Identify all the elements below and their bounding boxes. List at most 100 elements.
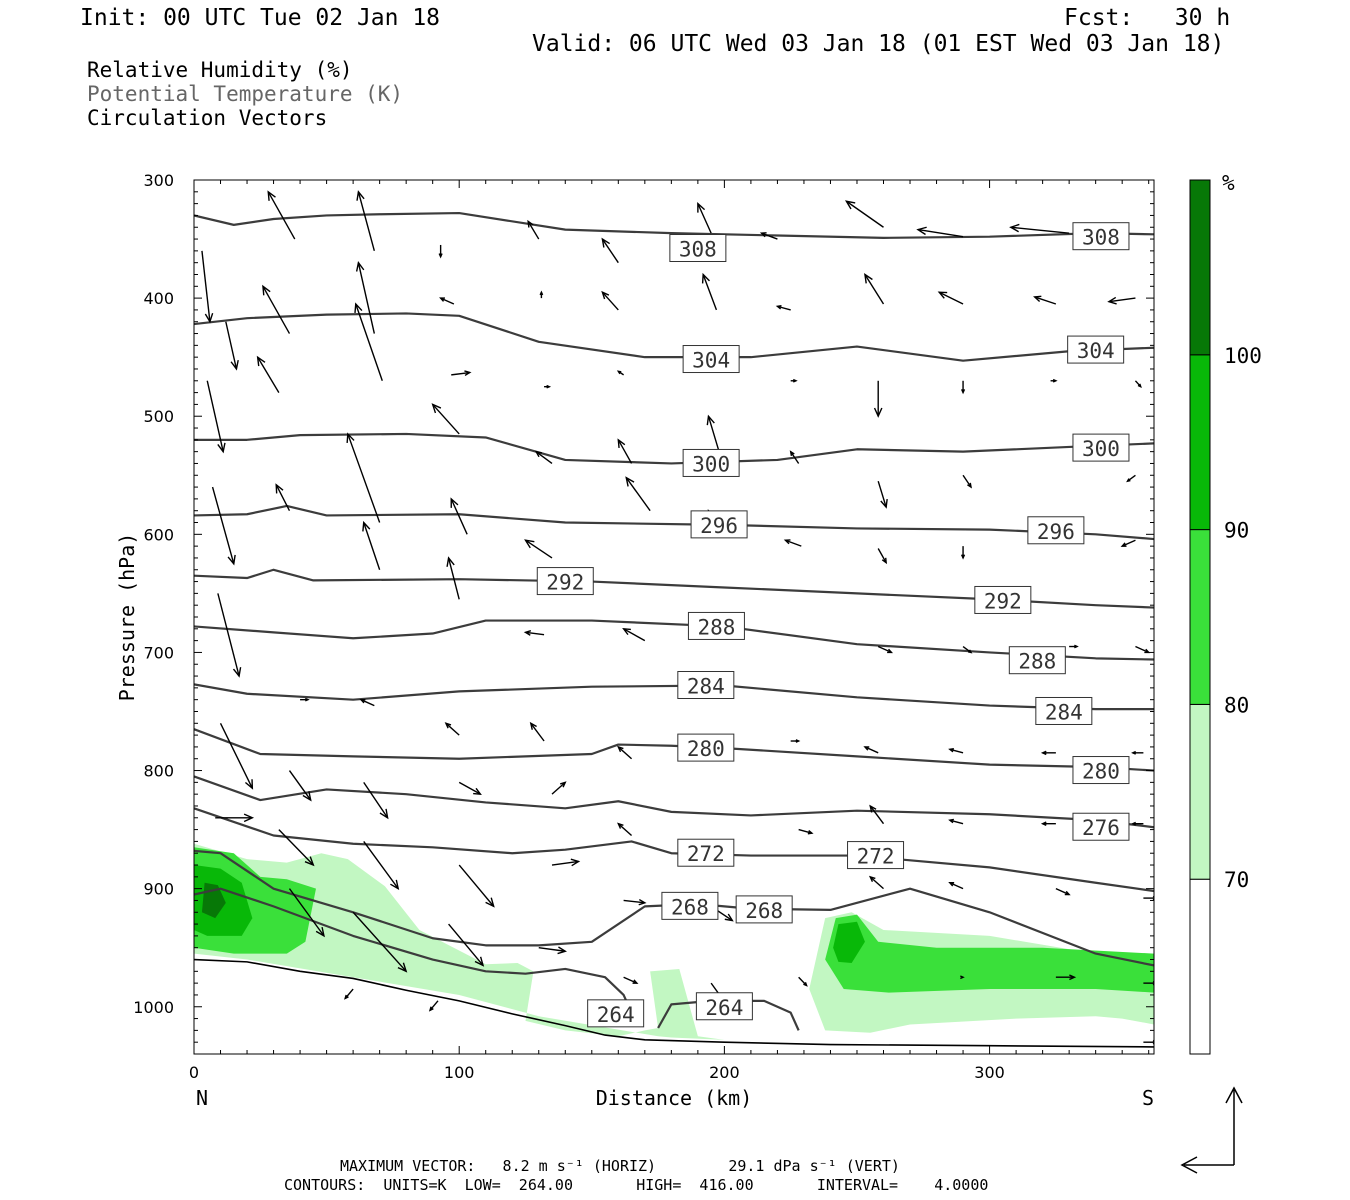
circulation-vector-30 [616,370,625,376]
circulation-vector-29 [601,290,619,311]
svg-text:264: 264 [705,996,743,1020]
rh-region-80-3 [825,914,1154,993]
contour-label-296-6: 296 [690,510,748,539]
rh-region-70-0 [194,843,738,1040]
svg-text:308: 308 [1082,226,1120,250]
circulation-vector-18 [446,556,460,600]
y-tick-label-400: 400 [143,289,174,308]
circulation-vector-3 [219,722,254,790]
contour-label-layer: 308 308 304 304 300 300 296 296 292 292 288 288 284 2… [536,222,1130,1028]
contour-label-288-11: 288 [1008,646,1066,675]
theta-contour-308-0 [194,211,1154,239]
circulation-vector-42 [783,539,802,547]
circulation-vector-101 [1143,895,1154,901]
svg-text:300: 300 [692,452,730,476]
circulation-vector-54 [962,645,973,654]
circulation-vector-13 [354,302,383,382]
contour-label-300-4: 300 [682,448,740,477]
circulation-vector-55 [1009,223,1070,234]
circulation-vector-8 [262,284,291,334]
circulation-vector-97 [1055,888,1071,896]
svg-text:288: 288 [697,615,735,639]
circulation-vector-1 [211,486,236,566]
colorbar-level-80: 80 [1224,693,1249,717]
circulation-vector-60 [1107,296,1136,305]
circulation-vector-72 [458,864,495,908]
circulation-vector-57 [1050,378,1058,383]
svg-text:288: 288 [1018,650,1056,674]
circulation-vector-51 [960,380,966,395]
colorbar-level-70: 70 [1224,868,1249,892]
svg-text:304: 304 [1077,339,1115,363]
circulation-vector-5 [201,250,214,324]
circulation-vector-73 [448,923,485,967]
svg-text:284: 284 [1045,700,1083,724]
circulation-vector-9 [256,355,280,393]
reference-vector-icon [1180,1086,1243,1174]
contour-label-280-14: 280 [677,733,735,762]
svg-text:284: 284 [687,675,725,699]
circulation-vector-70 [288,888,325,938]
contour-label-284-13: 284 [1035,696,1093,725]
theta-contour-284-6 [194,683,1154,711]
circulation-vector-93 [948,882,964,890]
y-tick-label-900: 900 [143,880,174,899]
contour-label-272-17: 272 [677,838,735,867]
svg-text:272: 272 [857,845,895,869]
max-vector-footer: MAXIMUM VECTOR: 8.2 m s⁻¹ (HORIZ) 29.1 d… [340,1157,900,1175]
colorbar-swatch-1 [1189,703,1211,880]
circulation-vector-104 [444,722,460,736]
circulation-vector-27 [523,630,545,636]
circulation-vector-43 [844,200,884,228]
axis-layer: 300 400 500 600 700 800 900 1000 0 100 200 300 [133,171,1154,1082]
circulation-vector-28 [601,237,619,264]
theta-contour-276-8 [194,775,1154,829]
circulation-vector-100 [1131,821,1144,826]
circulation-vector-61 [1134,380,1142,388]
circulation-vector-68 [278,829,315,867]
circulation-vector-49 [916,226,964,238]
circulation-vector-64 [1135,645,1151,654]
colorbar-level-90: 90 [1224,519,1249,543]
x-end-label-south: S [1142,1086,1154,1110]
circulation-vector-50 [937,291,964,305]
contour-label-308-0: 308 [669,234,727,263]
svg-text:268: 268 [671,895,709,919]
svg-text:280: 280 [1082,760,1120,784]
valid-time: Valid: 06 UTC Wed 03 Jan 18 (01 EST Wed … [532,31,1225,57]
svg-text:308: 308 [679,238,717,262]
x-tick-label-100: 100 [444,1063,475,1082]
svg-text:292: 292 [546,571,584,595]
y-tick-label-300: 300 [143,171,174,190]
svg-text:292: 292 [984,589,1022,613]
circulation-vector-34 [697,202,712,234]
circulation-vector-99 [1131,750,1144,755]
circulation-vector-56 [1033,295,1057,305]
y-tick-label-700: 700 [143,643,174,662]
contour-label-292-8: 292 [536,567,594,596]
circulation-vector-4 [215,813,255,823]
y-tick-label-1000: 1000 [133,998,174,1017]
y-tick-label-500: 500 [143,407,174,426]
circulation-vector-35 [701,272,718,311]
circulation-vector-22 [527,219,540,240]
circulation-vector-96 [1040,821,1056,826]
circulation-vector-107 [300,697,310,702]
circulation-vector-90 [868,875,884,890]
circulation-vector-92 [948,818,964,825]
terrain-surface-line [194,958,1154,1048]
contour-label-264-21: 264 [587,999,645,1028]
circulation-vector-12 [355,261,376,334]
circulation-vector-11 [356,190,376,252]
theta-contour-264-11 [194,887,636,1020]
theta-contour-300-2 [194,432,1154,465]
theta-contour-280-7 [194,728,1154,772]
circulation-vector-98 [1055,974,1077,981]
circulation-vector-17 [450,497,468,535]
circulation-vector-47 [877,548,887,565]
circulation-vector-36 [706,414,720,452]
circulation-vector-66 [363,781,389,820]
svg-text:272: 272 [687,842,725,866]
forecast-hour: Fcst: 30 h [1064,5,1231,31]
circulation-vector-106 [617,745,633,760]
